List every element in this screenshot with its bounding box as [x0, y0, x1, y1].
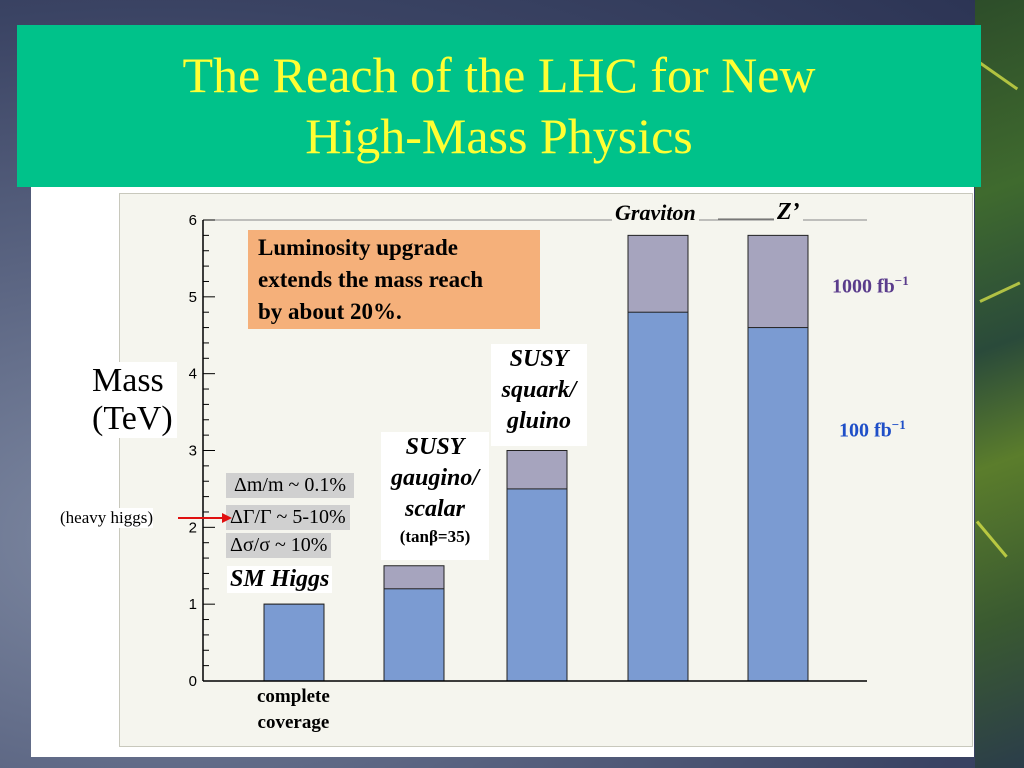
y-tick-label: 3: [189, 443, 197, 460]
dm-m-label: Δm/m ~ 0.1%: [226, 473, 355, 498]
background-texture-right: [975, 0, 1024, 768]
bars-group: [263, 234, 809, 682]
y-tick-label: 2: [189, 519, 197, 536]
lumi-1000-text: 1000 fb: [832, 275, 895, 298]
dsigma-label: Δσ/σ ~ 10%: [226, 533, 332, 558]
y-tick-label: 0: [189, 673, 197, 690]
gaugino-line3: scalar: [405, 496, 465, 522]
note-line3: by about 20%.: [258, 299, 402, 324]
y-axis-label-line2: (TeV): [92, 400, 173, 437]
lumi-1000-exponent: −1: [894, 273, 909, 288]
squark-line3: gluino: [506, 408, 572, 434]
heavy-higgs-label: (heavy higgs): [60, 508, 154, 528]
bar-100fb: [506, 488, 568, 682]
graviton-label: Graviton: [612, 200, 699, 226]
complete-line1: complete: [257, 686, 330, 707]
zprime-label: Z’: [774, 199, 803, 226]
slide-title-line1: The Reach of the LHC for New: [182, 47, 816, 103]
complete-line2: coverage: [257, 712, 330, 733]
lumi-100-text: 100 fb: [839, 419, 892, 442]
axes-group: 0 1 2 3 4 5 6: [189, 212, 867, 690]
heavy-higgs-arrow: [178, 513, 232, 523]
complete-coverage-label: complete coverage: [257, 684, 330, 736]
y-axis-label: Mass (TeV): [88, 362, 177, 438]
y-tick-label: 6: [189, 212, 197, 229]
bar-100fb: [747, 327, 809, 682]
note-line2: extends the mass reach: [258, 267, 484, 292]
y-tick-label: 4: [189, 366, 197, 383]
bar-100fb: [383, 588, 445, 682]
gaugino-line2: gaugino/: [390, 465, 480, 491]
bar-100fb: [627, 311, 689, 682]
lumi-100-label: 100 fb−1: [839, 417, 906, 443]
y-axis-label-line1: Mass: [92, 362, 164, 399]
gaugino-line1: SUSY: [405, 434, 465, 460]
note-line1: Luminosity upgrade: [258, 235, 459, 260]
tanbeta-label: (tanβ=35): [399, 527, 471, 546]
lumi-1000-label: 1000 fb−1: [832, 273, 909, 299]
lumi-100-exponent: −1: [891, 417, 906, 432]
squark-line2: squark/: [501, 377, 577, 403]
squark-line1: SUSY: [509, 346, 569, 372]
susy-squark-label: SUSY squark/ gluino: [491, 344, 587, 446]
susy-gaugino-label: SUSY gaugino/ scalar (tanβ=35): [381, 432, 489, 560]
y-tick-label: 5: [189, 289, 197, 306]
bar-100fb: [263, 603, 325, 682]
luminosity-note: Luminosity upgrade extends the mass reac…: [248, 230, 540, 329]
slide-title: The Reach of the LHC for New High-Mass P…: [17, 25, 981, 187]
y-tick-label: 1: [189, 596, 197, 613]
dgamma-label: ΔΓ/Γ ~ 5-10%: [226, 505, 350, 530]
slide-title-line2: High-Mass Physics: [305, 108, 693, 164]
sm-higgs-label: SM Higgs: [227, 566, 333, 593]
